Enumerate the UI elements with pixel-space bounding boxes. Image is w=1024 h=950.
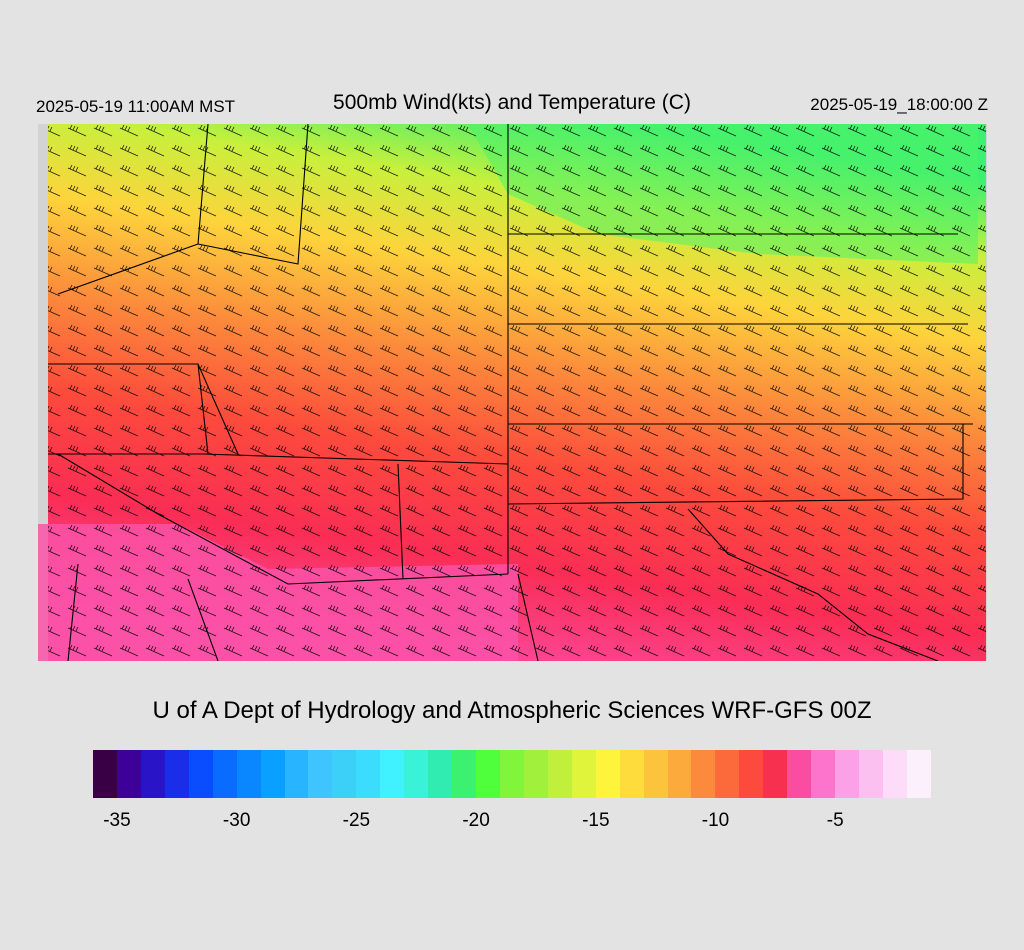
colorbar-swatch <box>212 750 237 798</box>
colorbar-swatch <box>571 750 596 798</box>
colorbar-swatch <box>260 750 285 798</box>
colorbar-swatch <box>643 750 668 798</box>
valid-time-utc: 2025-05-19_18:00:00 Z <box>810 95 988 114</box>
colorbar-swatch <box>811 750 836 798</box>
wind-barbs-layer <box>48 124 986 661</box>
colorbar-swatch <box>523 750 548 798</box>
colorbar-tick-label: -5 <box>826 810 844 831</box>
temperature-wind-map <box>38 124 987 661</box>
colorbar-swatch <box>236 750 261 798</box>
colorbar-swatch <box>284 750 309 798</box>
colorbar-swatch <box>308 750 333 798</box>
colorbar-swatch <box>906 750 931 798</box>
colorbar-tick-label: -20 <box>462 810 490 831</box>
colorbar-swatch <box>547 750 572 798</box>
temperature-colorbar <box>93 750 931 798</box>
colorbar-swatch <box>715 750 740 798</box>
colorbar-swatch <box>140 750 165 798</box>
colorbar-tick-label: -10 <box>701 810 730 831</box>
colorbar-swatch <box>595 750 620 798</box>
colorbar-swatch <box>404 750 429 798</box>
colorbar-swatch <box>452 750 476 798</box>
colorbar-swatch <box>356 750 381 798</box>
colorbar-tick-labels: -35 -30 -25 -20 -15 -10 -5 <box>0 810 1024 840</box>
colorbar-swatch <box>428 750 453 798</box>
colorbar-tick-label: -35 <box>103 810 131 831</box>
colorbar-swatch <box>859 750 883 798</box>
colorbar-swatch <box>499 750 524 798</box>
colorbar-swatch <box>691 750 716 798</box>
colorbar-tick-label: -30 <box>222 810 251 831</box>
colorbar-swatch <box>476 750 500 798</box>
colorbar-swatch <box>380 750 405 798</box>
colorbar-swatch <box>164 750 189 798</box>
colorbar-swatch <box>116 750 141 798</box>
colorbar-swatch <box>739 750 764 798</box>
colorbar-swatch <box>763 750 788 798</box>
map-title: 500mb Wind(kts) and Temperature (C) <box>333 91 691 114</box>
colorbar-swatch <box>882 750 907 798</box>
colorbar-swatch <box>835 750 859 798</box>
valid-time-local: 2025-05-19 11:00AM MST <box>36 97 236 116</box>
colorbar-swatch <box>667 750 692 798</box>
state-borders <box>48 124 973 661</box>
colorbar-tick-label: -25 <box>342 810 371 831</box>
colorbar-swatch <box>332 750 357 798</box>
colorbar-swatch <box>188 750 213 798</box>
colorbar-swatch <box>619 750 644 798</box>
colorbar-swatch <box>787 750 812 798</box>
credit-line: U of A Dept of Hydrology and Atmospheric… <box>152 697 872 724</box>
colorbar-swatch <box>93 750 117 798</box>
colorbar-tick-label: -15 <box>582 810 610 831</box>
